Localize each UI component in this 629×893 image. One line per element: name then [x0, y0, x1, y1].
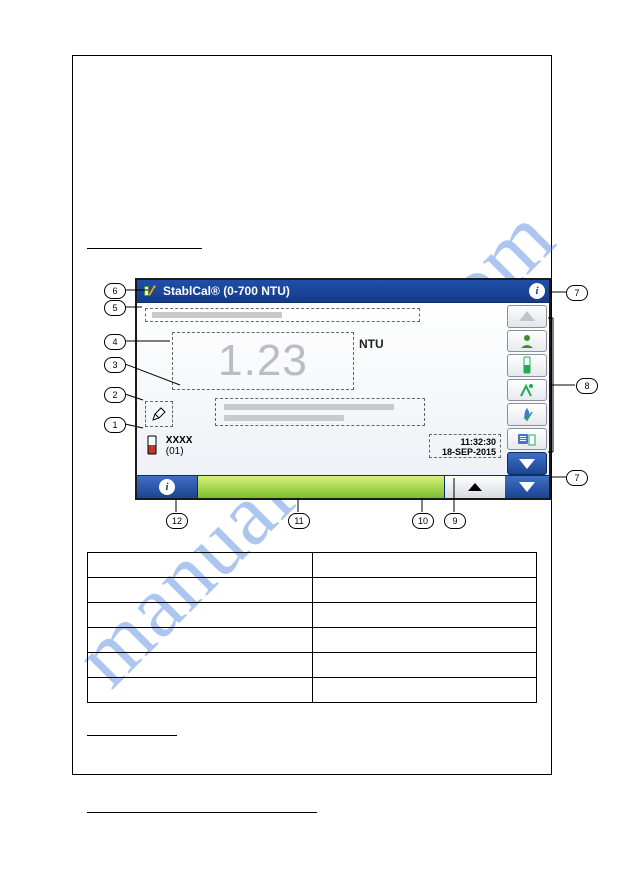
callout-8: 8: [576, 378, 598, 394]
heading-rule-3: [87, 812, 317, 813]
table-row: [88, 603, 537, 628]
callout-9: 9: [444, 513, 466, 529]
callout-7a: 7: [566, 285, 588, 301]
table-row: [88, 678, 537, 703]
callout-2: 2: [104, 387, 126, 403]
callout-3: 3: [104, 357, 126, 373]
callout-6: 6: [104, 283, 126, 299]
callout-7b: 7: [566, 470, 588, 486]
table-row: [88, 628, 537, 653]
page: manualshive.com StablCal® (0-700 NTU) i …: [0, 0, 629, 893]
table-row: [88, 653, 537, 678]
callout-4: 4: [104, 334, 126, 350]
legend-table: [87, 552, 537, 703]
callout-1: 1: [104, 417, 126, 433]
callout-5: 5: [104, 300, 126, 316]
callout-leads: [0, 0, 629, 560]
callout-12: 12: [166, 513, 188, 529]
heading-rule-2: [87, 735, 177, 736]
table-row: [88, 578, 537, 603]
callout-11: 11: [288, 513, 310, 529]
callout-10: 10: [412, 513, 434, 529]
